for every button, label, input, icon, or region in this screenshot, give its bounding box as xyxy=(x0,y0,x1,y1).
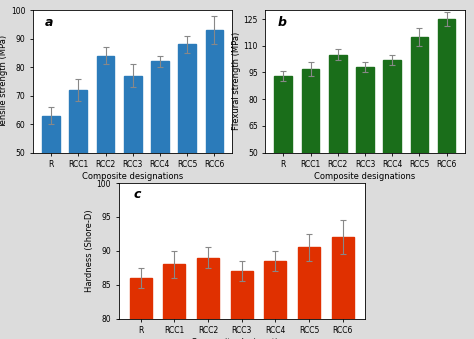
Bar xyxy=(70,90,87,295)
Y-axis label: Flexural strength (MPa): Flexural strength (MPa) xyxy=(232,32,241,131)
Bar xyxy=(164,264,185,339)
Bar xyxy=(329,55,346,241)
Bar xyxy=(97,56,114,295)
Text: a: a xyxy=(45,16,54,29)
Bar xyxy=(302,69,319,241)
Bar xyxy=(264,261,286,339)
Bar xyxy=(231,271,253,339)
Y-axis label: Hardness (Shore-D): Hardness (Shore-D) xyxy=(84,210,93,292)
Bar xyxy=(274,76,292,241)
X-axis label: Composite designations: Composite designations xyxy=(314,172,416,181)
Bar xyxy=(356,67,374,241)
Bar xyxy=(206,30,223,295)
Bar xyxy=(151,61,169,295)
X-axis label: Composite designations: Composite designations xyxy=(191,338,292,339)
Bar xyxy=(130,278,152,339)
Bar xyxy=(383,60,401,241)
Bar xyxy=(178,44,196,295)
X-axis label: Composite designations: Composite designations xyxy=(82,172,183,181)
Bar xyxy=(410,37,428,241)
Bar xyxy=(332,237,354,339)
Text: b: b xyxy=(277,16,286,29)
Bar xyxy=(197,258,219,339)
Bar xyxy=(298,247,320,339)
Text: c: c xyxy=(133,188,141,201)
Bar xyxy=(438,19,456,241)
Y-axis label: Tensile strength (MPa): Tensile strength (MPa) xyxy=(0,35,8,128)
Bar xyxy=(42,116,60,295)
Bar xyxy=(124,76,142,295)
